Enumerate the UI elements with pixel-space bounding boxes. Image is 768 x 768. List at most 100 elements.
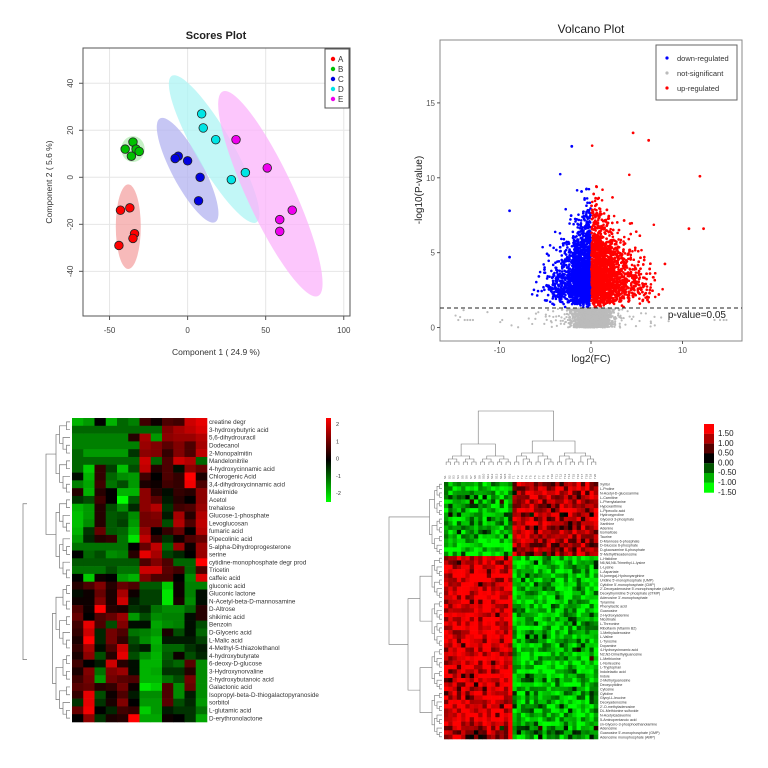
volcano-point-up-regulated	[634, 271, 638, 274]
volcano-point-down-regulated	[580, 248, 583, 252]
volcano-point-not-significant	[605, 321, 608, 324]
volcano-point-not-significant	[531, 322, 534, 326]
volcano-point-down-regulated	[581, 291, 585, 294]
score-point-A	[114, 240, 124, 251]
volcano-point-not-significant	[550, 321, 553, 324]
volcano-point-not-significant	[722, 318, 725, 322]
volcano-point-not-significant	[589, 313, 592, 316]
volcano-point-down-regulated	[548, 275, 551, 279]
volcano-point-down-regulated	[582, 210, 585, 213]
volcano-point-not-significant	[598, 320, 601, 323]
volcano-point-down-regulated	[564, 270, 567, 273]
volcano-point-not-significant	[713, 318, 716, 322]
score-point-D	[211, 134, 221, 145]
volcano-point-not-significant	[638, 319, 641, 323]
volcano-point-down-regulated	[567, 291, 571, 295]
volcano-point-down-regulated	[567, 272, 571, 275]
volcano-point-up-regulated	[608, 234, 611, 237]
volcano-point-not-significant	[555, 324, 558, 327]
volcano-point-not-significant	[597, 309, 600, 313]
volcano-point-not-significant	[579, 314, 583, 318]
volcano-point-down-regulated	[572, 300, 575, 304]
volcano-point-down-regulated	[582, 303, 585, 307]
volcano-point-not-significant	[615, 317, 618, 320]
volcano-point-down-regulated	[542, 263, 545, 266]
volcano-point-not-significant	[606, 325, 609, 328]
volcano-point-not-significant	[597, 307, 600, 311]
volcano-point-not-significant	[725, 318, 728, 322]
volcano-point-up-regulated	[633, 264, 636, 268]
volcano-point-down-regulated	[574, 248, 578, 251]
volcano-point-down-regulated	[550, 286, 554, 289]
volcano-point-down-regulated	[555, 248, 558, 252]
volcano-point-down-regulated	[543, 271, 546, 274]
volcano-point-not-significant	[501, 318, 504, 322]
volcano-point-down-regulated	[562, 237, 566, 241]
volcano-point-down-regulated	[545, 277, 549, 280]
volcano-point-up-regulated	[643, 255, 646, 259]
volcano-point-not-significant	[607, 311, 610, 314]
volcano-point-down-regulated	[563, 273, 566, 276]
confidence-ellipse-C	[156, 117, 219, 223]
volcano-point-not-significant	[586, 314, 589, 317]
volcano-point-down-regulated	[568, 253, 571, 257]
volcano-point-not-significant	[545, 318, 548, 321]
volcano-point-down-regulated	[579, 282, 582, 286]
volcano-point-not-significant	[486, 311, 489, 314]
volcano-point-not-significant	[621, 308, 624, 311]
volcano-point-down-regulated	[579, 219, 583, 222]
scores-legend-label-A: A	[338, 55, 344, 64]
volcano-point-down-regulated	[576, 300, 579, 304]
volcano-point-down-regulated	[578, 291, 582, 295]
volcano-point-down-regulated	[554, 297, 558, 301]
volcano-point-down-regulated	[586, 291, 589, 295]
volcano-point-down-regulated	[572, 234, 575, 238]
volcano-point-not-significant	[591, 325, 595, 329]
volcano-point-down-regulated	[564, 293, 567, 297]
volcano-point-down-regulated	[567, 287, 570, 291]
volcano-point-down-regulated	[558, 245, 562, 249]
volcano-point-down-regulated	[584, 213, 588, 217]
scores-legend-label-E: E	[338, 95, 343, 104]
volcano-point-down-regulated	[564, 253, 568, 256]
volcano-point-down-regulated	[555, 280, 558, 283]
scores-points	[114, 109, 297, 251]
volcano-point-down-regulated	[554, 295, 558, 299]
volcano-point-down-regulated	[560, 273, 564, 277]
scores-legend-label-B: B	[338, 65, 343, 74]
score-point-C	[170, 153, 180, 164]
score-point-C	[195, 172, 205, 182]
volcano-point-not-significant	[584, 319, 587, 323]
volcano-point-not-significant	[510, 324, 513, 327]
volcano-point-down-regulated	[563, 282, 567, 285]
volcano-point-down-regulated	[560, 254, 564, 257]
volcano-point-not-significant	[606, 312, 609, 316]
volcano-point-down-regulated	[554, 266, 557, 269]
volcano-point-up-regulated	[651, 275, 655, 279]
volcano-point-not-significant	[517, 326, 520, 329]
volcano-point-down-regulated	[584, 296, 588, 299]
volcano-point-not-significant	[586, 322, 589, 325]
volcano-point-not-significant	[620, 319, 623, 322]
volcano-point-down-regulated	[537, 275, 541, 278]
volcano-point-down-regulated	[572, 241, 575, 245]
volcano-point-not-significant	[546, 308, 550, 312]
scores-legend-label-C: C	[338, 75, 344, 84]
volcano-point-not-significant	[582, 315, 585, 318]
volcano-point-not-significant	[590, 326, 593, 329]
score-point-E	[262, 163, 272, 173]
volcano-point-not-significant	[580, 321, 584, 324]
volcano-point-not-significant	[607, 315, 611, 318]
volcano-point-down-regulated	[544, 299, 548, 302]
volcano-point-down-regulated	[585, 222, 589, 226]
volcano-point-not-significant	[572, 326, 575, 329]
volcano-point-down-regulated	[568, 222, 571, 225]
volcano-point-down-regulated	[567, 259, 571, 263]
volcano-point-down-regulated	[552, 246, 555, 250]
volcano-point-not-significant	[571, 314, 574, 318]
volcano-point-not-significant	[565, 315, 568, 319]
volcano-point-down-regulated	[543, 288, 546, 292]
volcano-point-not-significant	[593, 309, 596, 312]
volcano-point-down-regulated	[571, 276, 575, 280]
volcano-point-down-regulated	[588, 216, 591, 220]
